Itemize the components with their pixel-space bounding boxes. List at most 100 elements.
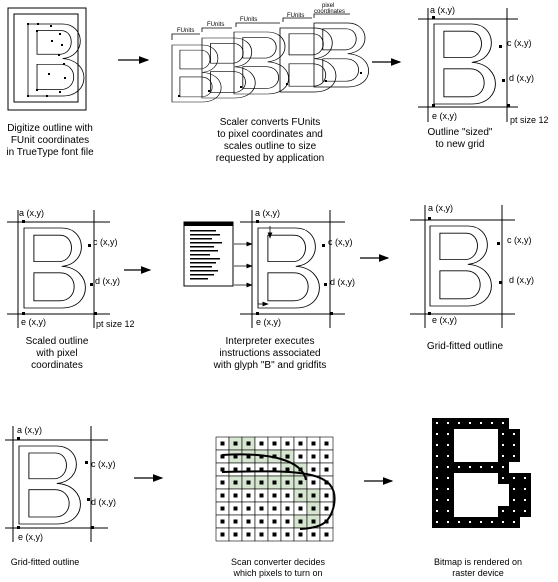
bitmap-pixel-center (502, 444, 504, 446)
pixel-center (220, 519, 225, 524)
bitmap-pixel-center (524, 499, 526, 501)
bitmap-pixel-center (469, 466, 471, 468)
pixel-center (233, 532, 238, 537)
pixel-center (259, 506, 264, 511)
bitmap-pixel-center (436, 455, 438, 457)
label-d: d (x,y) (509, 73, 534, 83)
panel-scaler: FUnits FUnits FUnits FUnits pixel coordi… (171, 3, 370, 103)
label-e: e (x,y) (432, 315, 457, 325)
glyph-b-outline (429, 225, 492, 307)
pixel-center (311, 532, 316, 537)
bitmap-pixel-center (502, 477, 504, 479)
caption-sized: Outline "sized" to new grid (410, 127, 510, 151)
pixel-center (259, 467, 264, 472)
pixel-center (246, 519, 251, 524)
caption-line: with pixel (36, 348, 78, 359)
pixel-center (285, 519, 290, 524)
pixel-center (285, 480, 290, 485)
bitmap-pixel-center (436, 444, 438, 446)
pixel-center (246, 454, 251, 459)
pixel-center (324, 454, 329, 459)
glyph-b-copy-3 (233, 31, 290, 95)
label-a: a (x,y) (430, 5, 455, 15)
caption-line: scales outline to size (223, 141, 317, 152)
pixel-center (233, 480, 238, 485)
pixel-center (298, 519, 303, 524)
caption-bitmap: Bitmap is rendered on raster device (418, 557, 538, 579)
bitmap-pixel-center (513, 444, 515, 446)
pixel-center (311, 506, 316, 511)
pixel-center (220, 480, 225, 485)
glyph-b-copy-1 (171, 44, 222, 103)
caption-line: Scaler converts FUnits (219, 117, 321, 128)
outline-curve-lower (221, 470, 336, 530)
caption-line: to new grid (435, 139, 485, 150)
bitmap-pixel-center (513, 499, 515, 501)
bitmap-pixel-center (513, 455, 515, 457)
pixel-center (220, 506, 225, 511)
bitmap-pixel-center (436, 477, 438, 479)
bitmap-pixel-center (491, 466, 493, 468)
label-c: c (x,y) (507, 38, 532, 48)
bitmap-pixel-center (524, 510, 526, 512)
bitmap-pixel-center (436, 499, 438, 501)
caption-line: raster device (452, 568, 504, 578)
pixel-center (259, 441, 264, 446)
pixel-center (311, 454, 316, 459)
pixel-center (246, 493, 251, 498)
pixel-center (259, 454, 264, 459)
pixel-center (324, 467, 329, 472)
label-a: a (x,y) (17, 425, 42, 435)
funits-label-2: FUnits (207, 22, 224, 28)
pixel-center (233, 506, 238, 511)
funits-label-1: FUnits (177, 28, 194, 34)
bitmap-pixel-center (447, 477, 449, 479)
pixel-center (246, 506, 251, 511)
bitmap-pixel-center (513, 488, 515, 490)
bitmap-pixel-center (436, 488, 438, 490)
caption-interpreter: Interpreter executes instructions associ… (205, 336, 335, 372)
pixel-center (220, 441, 225, 446)
bitmap-pixel-center (502, 521, 504, 523)
em-box (13, 13, 79, 103)
coordinates-label: coordinates (314, 9, 345, 15)
label-e: e (x,y) (432, 111, 457, 121)
pixel-center (285, 441, 290, 446)
bitmap-pixel-center (513, 521, 515, 523)
bitmap-pixel-center (447, 488, 449, 490)
caption-line: Interpreter executes (225, 336, 315, 347)
pixel-center (272, 519, 277, 524)
label-d: d (x,y) (91, 497, 116, 507)
bitmap-pixel-center (502, 455, 504, 457)
bitmap-pixel-center (491, 422, 493, 424)
label-d: d (x,y) (509, 275, 534, 285)
caption-line: Grid-fitted outline (426, 341, 504, 352)
panel-gridfitted-2: a (x,y) c (x,y) d (x,y) e (x,y) (5, 425, 116, 542)
pixel-center (272, 532, 277, 537)
pixel-label: pixel (322, 3, 334, 9)
pixel-center (272, 480, 277, 485)
instruction-lines (190, 230, 222, 280)
bitmap-pixel-center (480, 466, 482, 468)
label-e: e (x,y) (18, 532, 43, 542)
caption-scan-converter: Scan converter decides which pixels to t… (208, 557, 348, 579)
pixel-center (311, 467, 316, 472)
pixel-center (246, 532, 251, 537)
pixel-center (311, 493, 316, 498)
bitmap-pixel-center (436, 422, 438, 424)
bitmap-pixel-center (491, 521, 493, 523)
bitmap-pixel-center (502, 510, 504, 512)
pixel-center (285, 467, 290, 472)
caption-digitize: Digitize outline with FUnit coordinates … (0, 123, 100, 159)
pixel-center (272, 441, 277, 446)
bitmap-pixel-center (480, 521, 482, 523)
panel-sized: a (x,y) c (x,y) d (x,y) e (x,y) pt size … (418, 5, 549, 125)
label-a: a (x,y) (19, 208, 44, 218)
panel-digitize (7, 7, 87, 111)
pixel-grid (215, 436, 334, 542)
pixel-center (324, 493, 329, 498)
pixel-center (259, 480, 264, 485)
panel-gridfitted: a (x,y) c (x,y) d (x,y) e (x,y) (410, 203, 534, 328)
pixel-center (311, 480, 316, 485)
bitmap-pixel-center (447, 422, 449, 424)
